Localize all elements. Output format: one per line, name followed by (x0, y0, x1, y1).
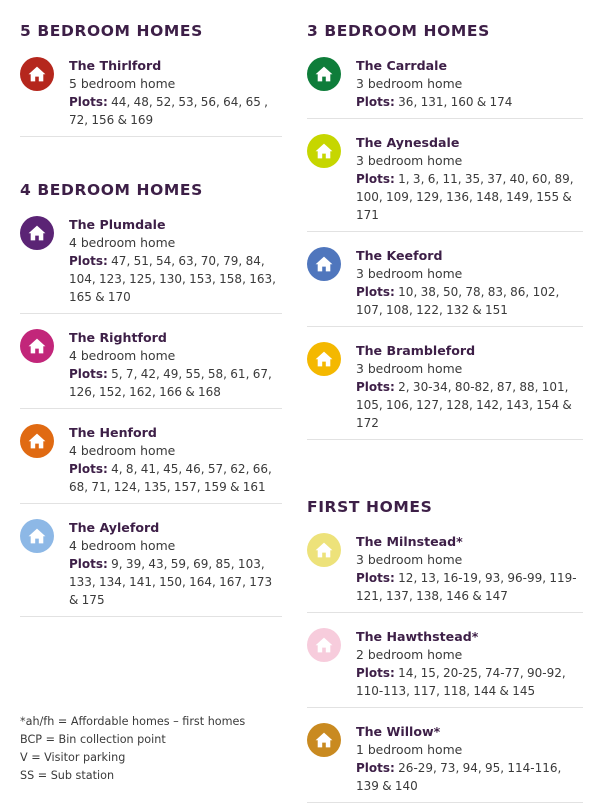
home-entry: The Keeford 3 bedroom home Plots: 10, 38… (307, 247, 583, 327)
home-entry: The Aynesdale 3 bedroom home Plots: 1, 3… (307, 134, 583, 232)
home-plots: Plots: 10, 38, 50, 78, 83, 86, 102, 107,… (356, 283, 583, 319)
note-affordable-homes: *ah/fh = Affordable homes – first homes (20, 715, 246, 728)
plots-label: Plots: (356, 666, 395, 680)
home-description: 4 bedroom home (69, 443, 176, 458)
section-heading: 5 BEDROOM HOMES (20, 22, 203, 40)
home-description: 5 bedroom home (69, 76, 176, 91)
house-icon (307, 57, 341, 91)
home-plots: Plots: 36, 131, 160 & 174 (356, 93, 583, 111)
section-heading: 3 BEDROOM HOMES (307, 22, 490, 40)
home-name: The Thirlford (69, 58, 162, 73)
house-icon (307, 628, 341, 662)
home-entry: The Henford 4 bedroom home Plots: 4, 8, … (20, 424, 282, 504)
house-icon (307, 723, 341, 757)
home-name: The Brambleford (356, 343, 476, 358)
home-plots: Plots: 14, 15, 20-25, 74-77, 90-92, 110-… (356, 664, 583, 700)
right-column: 3 BEDROOM HOMES The Carrdale 3 bedroom h… (307, 0, 583, 803)
plots-list: 2, 30-34, 80-82, 87, 88, 101, 105, 106, … (356, 380, 572, 430)
home-plots: Plots: 47, 51, 54, 63, 70, 79, 84, 104, … (69, 252, 282, 306)
home-entry: The Rightford 4 bedroom home Plots: 5, 7… (20, 329, 282, 409)
plots-label: Plots: (356, 761, 395, 775)
home-description: 3 bedroom home (356, 266, 463, 281)
home-entry: The Ayleford 4 bedroom home Plots: 9, 39… (20, 519, 282, 617)
home-description: 2 bedroom home (356, 647, 463, 662)
house-icon (20, 329, 54, 363)
house-icon (307, 134, 341, 168)
note-sub-station: SS = Sub station (20, 769, 115, 782)
note-bin-collection-point: BCP = Bin collection point (20, 733, 166, 746)
home-plots: Plots: 12, 13, 16-19, 93, 96-99, 119-121… (356, 569, 583, 605)
house-icon (20, 57, 54, 91)
home-entry: The Plumdale 4 bedroom home Plots: 47, 5… (20, 216, 282, 314)
plots-list: 14, 15, 20-25, 74-77, 90-92, 110-113, 11… (356, 666, 566, 698)
section-heading: FIRST HOMES (307, 498, 433, 516)
home-entry: The Thirlford 5 bedroom home Plots: 44, … (20, 57, 282, 137)
home-entry: The Willow* 1 bedroom home Plots: 26-29,… (307, 723, 583, 803)
plots-label: Plots: (356, 172, 395, 186)
home-plots: Plots: 4, 8, 41, 45, 46, 57, 62, 66, 68,… (69, 460, 282, 496)
plots-label: Plots: (69, 557, 108, 571)
plots-list: 1, 3, 6, 11, 35, 37, 40, 60, 89, 100, 10… (356, 172, 574, 222)
home-name: The Aynesdale (356, 135, 460, 150)
home-description: 4 bedroom home (69, 538, 176, 553)
house-icon (307, 342, 341, 376)
home-name: The Willow* (356, 724, 441, 739)
home-description: 4 bedroom home (69, 348, 176, 363)
plots-list: 12, 13, 16-19, 93, 96-99, 119-121, 137, … (356, 571, 577, 603)
note-visitor-parking: V = Visitor parking (20, 751, 126, 764)
house-icon (307, 247, 341, 281)
home-description: 3 bedroom home (356, 153, 463, 168)
plots-label: Plots: (356, 571, 395, 585)
house-icon (20, 424, 54, 458)
home-plots: Plots: 5, 7, 42, 49, 55, 58, 61, 67, 126… (69, 365, 282, 401)
home-name: The Ayleford (69, 520, 160, 535)
home-description: 3 bedroom home (356, 361, 463, 376)
home-entry: The Carrdale 3 bedroom home Plots: 36, 1… (307, 57, 583, 119)
abbreviations-key: *ah/fh = Affordable homes – first homes … (20, 713, 245, 785)
home-description: 1 bedroom home (356, 742, 463, 757)
plots-label: Plots: (69, 367, 108, 381)
home-entry: The Milnstead* 3 bedroom home Plots: 12,… (307, 533, 583, 613)
plots-list: 10, 38, 50, 78, 83, 86, 102, 107, 108, 1… (356, 285, 560, 317)
plots-list: 36, 131, 160 & 174 (398, 95, 513, 109)
home-entry: The Hawthstead* 2 bedroom home Plots: 14… (307, 628, 583, 708)
home-name: The Keeford (356, 248, 443, 263)
home-description: 3 bedroom home (356, 552, 463, 567)
section-heading: 4 BEDROOM HOMES (20, 181, 203, 199)
plots-list: 4, 8, 41, 45, 46, 57, 62, 66, 68, 71, 12… (69, 462, 272, 494)
home-plots: Plots: 26-29, 73, 94, 95, 114-116, 139 &… (356, 759, 583, 795)
home-plots: Plots: 9, 39, 43, 59, 69, 85, 103, 133, … (69, 555, 282, 609)
plots-label: Plots: (356, 380, 395, 394)
plots-label: Plots: (69, 462, 108, 476)
home-name: The Hawthstead* (356, 629, 479, 644)
home-name: The Carrdale (356, 58, 448, 73)
plots-list: 9, 39, 43, 59, 69, 85, 103, 133, 134, 14… (69, 557, 273, 607)
home-plots: Plots: 2, 30-34, 80-82, 87, 88, 101, 105… (356, 378, 583, 432)
plots-list: 44, 48, 52, 53, 56, 64, 65 , 72, 156 & 1… (69, 95, 268, 127)
home-description: 4 bedroom home (69, 235, 176, 250)
house-icon (20, 216, 54, 250)
home-name: The Rightford (69, 330, 167, 345)
home-name: The Milnstead* (356, 534, 463, 549)
home-description: 3 bedroom home (356, 76, 463, 91)
home-plots: Plots: 44, 48, 52, 53, 56, 64, 65 , 72, … (69, 93, 282, 129)
plots-label: Plots: (356, 95, 395, 109)
left-column: 5 BEDROOM HOMES The Thirlford 5 bedroom … (20, 0, 282, 617)
plots-label: Plots: (356, 285, 395, 299)
home-plots: Plots: 1, 3, 6, 11, 35, 37, 40, 60, 89, … (356, 170, 583, 224)
plots-list: 26-29, 73, 94, 95, 114-116, 139 & 140 (356, 761, 562, 793)
plots-label: Plots: (69, 254, 108, 268)
house-icon (307, 533, 341, 567)
home-name: The Plumdale (69, 217, 166, 232)
home-entry: The Brambleford 3 bedroom home Plots: 2,… (307, 342, 583, 440)
house-icon (20, 519, 54, 553)
plots-label: Plots: (69, 95, 108, 109)
plots-list: 5, 7, 42, 49, 55, 58, 61, 67, 126, 152, … (69, 367, 272, 399)
home-name: The Henford (69, 425, 157, 440)
plots-list: 47, 51, 54, 63, 70, 79, 84, 104, 123, 12… (69, 254, 276, 304)
